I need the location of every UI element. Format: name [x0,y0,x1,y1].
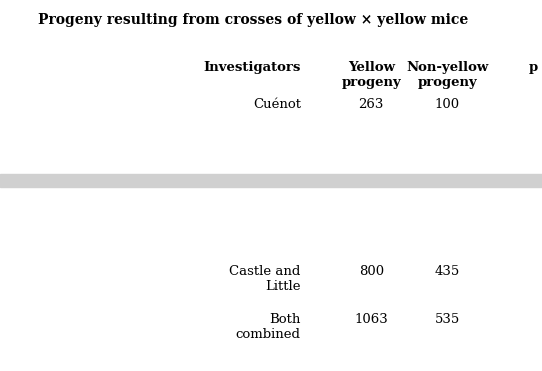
Text: Cuénot: Cuénot [253,98,301,111]
Text: 100: 100 [435,98,460,111]
Text: 263: 263 [359,98,384,111]
Text: 435: 435 [435,265,460,278]
Text: Both
combined: Both combined [236,313,301,341]
Bar [0,174,542,187]
Text: Castle and
Little: Castle and Little [229,265,301,293]
Text: p: p [528,61,538,74]
Text: 535: 535 [435,313,460,326]
Text: Yellow
progeny: Yellow progeny [341,61,401,89]
Text: 1063: 1063 [354,313,388,326]
Text: Non-yellow
progeny: Non-yellow progeny [406,61,488,89]
Text: 800: 800 [359,265,384,278]
Text: Progeny resulting from crosses of yellow × yellow mice: Progeny resulting from crosses of yellow… [38,13,468,27]
Text: Investigators: Investigators [203,61,301,74]
